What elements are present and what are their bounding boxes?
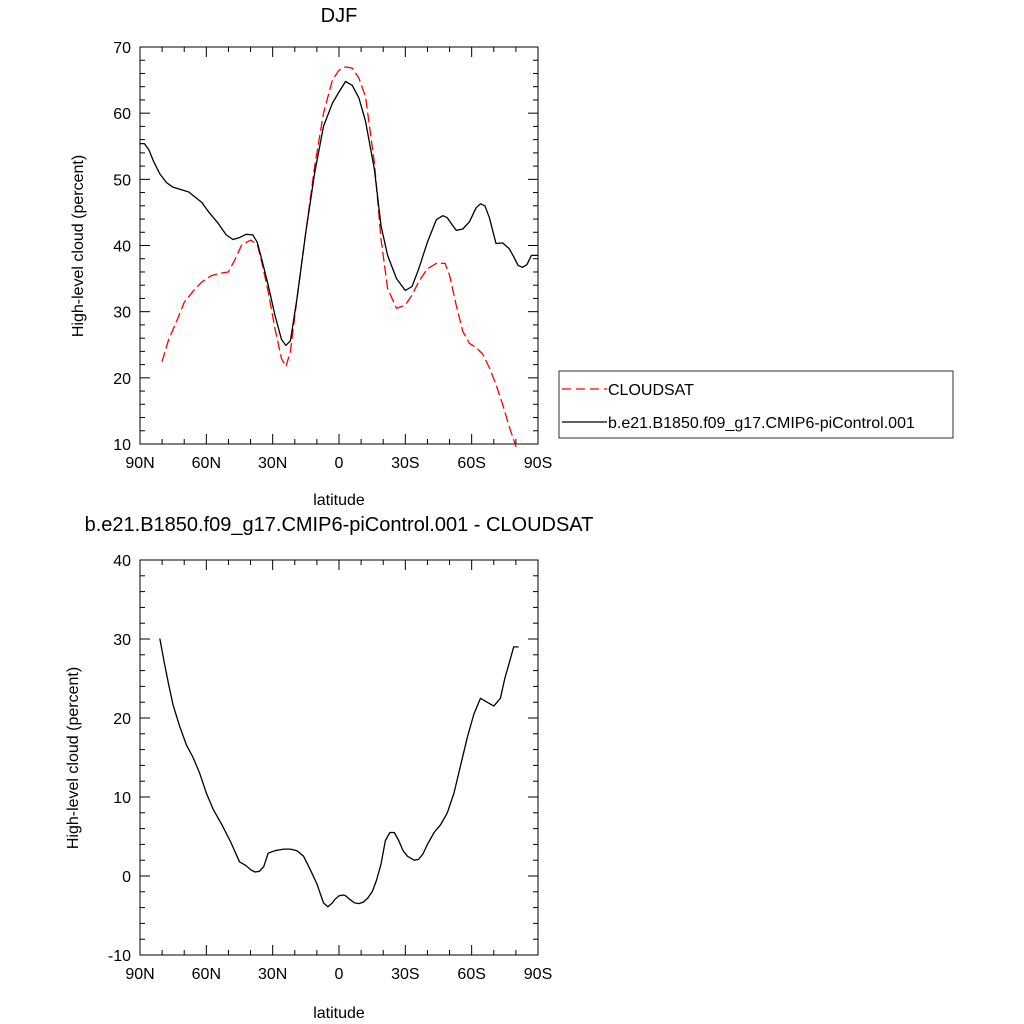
y-tick-label: 50 bbox=[113, 172, 131, 189]
x-tick-label: 0 bbox=[335, 966, 344, 983]
x-tick-label: 30N bbox=[258, 966, 287, 983]
top-axis-ticks: 90N 60N 30N 0 30S 60S 90S 10 20 30 40 50 60 70 bbox=[113, 40, 552, 472]
top-series-group bbox=[139, 66, 539, 448]
top-y-axis-label: High-level cloud (percent) bbox=[70, 155, 87, 337]
top-plot-frame bbox=[139, 46, 539, 445]
y-tick-label: 60 bbox=[113, 106, 131, 123]
x-tick-label: 60S bbox=[457, 966, 485, 983]
difference-series-line bbox=[159, 638, 519, 908]
bottom-y-axis-label: High-level cloud (percent) bbox=[65, 667, 82, 849]
legend-label-model: b.e21.B1850.f09_g17.CMIP6-piControl.001 bbox=[608, 415, 915, 432]
top-chart-title: DJF bbox=[321, 5, 358, 27]
y-tick-label: 30 bbox=[113, 305, 131, 322]
x-tick-label: 60N bbox=[192, 455, 221, 472]
y-tick-label: 30 bbox=[113, 632, 131, 649]
x-tick-label: 0 bbox=[335, 455, 344, 472]
x-tick-label: 30S bbox=[391, 455, 419, 472]
y-tick-label: 10 bbox=[113, 790, 131, 807]
x-tick-label: 90S bbox=[524, 455, 552, 472]
y-tick-label: 20 bbox=[113, 371, 131, 388]
bottom-chart-title: b.e21.B1850.f09_g17.CMIP6-piControl.001 … bbox=[85, 514, 594, 536]
legend: CLOUDSAT b.e21.B1850.f09_g17.CMIP6-piCon… bbox=[558, 370, 954, 439]
x-tick-label: 60S bbox=[457, 455, 485, 472]
y-tick-label: 0 bbox=[122, 869, 131, 886]
top-x-axis-label: latitude bbox=[313, 492, 365, 509]
bottom-chart-panel: b.e21.B1850.f09_g17.CMIP6-piControl.001 … bbox=[65, 514, 593, 1022]
y-tick-label: 70 bbox=[113, 40, 131, 57]
x-tick-label: 30S bbox=[391, 966, 419, 983]
x-tick-label: 60N bbox=[192, 966, 221, 983]
x-tick-label: 90S bbox=[524, 966, 552, 983]
bottom-axis-ticks: 90N 60N 30N 0 30S 60S 90S -10 0 10 20 30 40 bbox=[108, 553, 552, 983]
bottom-x-axis-label: latitude bbox=[313, 1005, 365, 1022]
y-tick-label: -10 bbox=[108, 948, 131, 965]
top-chart-panel: DJF 90N 60N 30N 0 30S 60S 90S 10 20 30 40 50 60 70 la… bbox=[70, 5, 552, 509]
bottom-series-group bbox=[159, 638, 519, 908]
y-tick-label: 10 bbox=[113, 437, 131, 454]
x-tick-label: 30N bbox=[258, 455, 287, 472]
y-tick-label: 40 bbox=[113, 553, 131, 570]
y-tick-label: 40 bbox=[113, 239, 131, 256]
x-tick-label: 90N bbox=[125, 455, 154, 472]
y-tick-label: 20 bbox=[113, 711, 131, 728]
legend-box bbox=[558, 370, 954, 439]
legend-label-cloudsat: CLOUDSAT bbox=[608, 382, 694, 399]
model-series-line bbox=[139, 80, 539, 347]
x-tick-label: 90N bbox=[125, 966, 154, 983]
cloudsat-series-line bbox=[161, 66, 517, 448]
